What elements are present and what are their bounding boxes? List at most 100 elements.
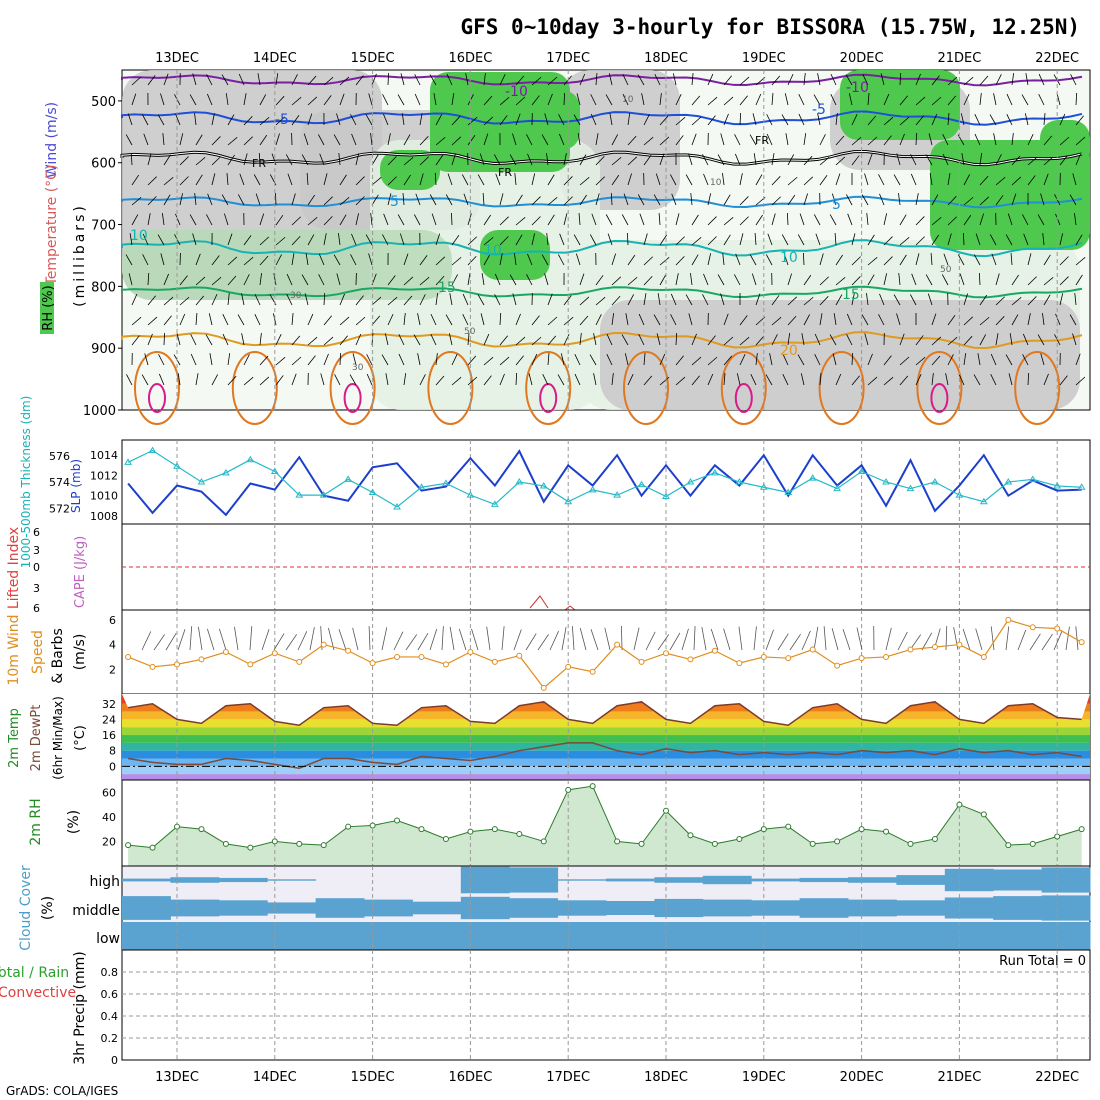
upper-wind-barb — [419, 136, 429, 146]
upper-wind-barb — [979, 175, 989, 186]
upper-wind-barb — [1011, 73, 1015, 86]
precip-panel: 0.8 0.6 0.4 0.2 0 Run Total = 0 Total / Rain… — [0, 949, 1091, 1067]
pressure-tick-label: 700 — [91, 219, 116, 234]
upper-wind-barb — [720, 293, 725, 306]
upper-wind-barb — [1043, 173, 1049, 186]
upper-wind-barb — [817, 113, 821, 126]
upper-wind-barb — [179, 156, 189, 166]
upper-wind-barb — [542, 374, 549, 386]
upper-wind-barb — [1075, 234, 1083, 246]
contour-label-fr: FR — [252, 157, 266, 170]
upper-wind-barb — [990, 353, 997, 366]
upper-wind-barb — [333, 254, 341, 266]
upper-wind-barb — [355, 333, 362, 346]
cloud-level-high: high — [89, 874, 120, 890]
rh-marker — [687, 832, 694, 839]
upper-wind-barb — [558, 114, 565, 126]
upper-wind-barb — [915, 193, 919, 206]
wind10-speed-line — [125, 616, 1085, 691]
upper-wind-barb — [1005, 354, 1013, 366]
upper-wind-barb — [387, 296, 398, 306]
wind10-barb — [801, 630, 811, 651]
upper-wind-barb — [163, 332, 166, 346]
thickness-marker — [270, 467, 279, 474]
upper-wind-barb — [1011, 133, 1014, 146]
upper-wind-barb — [339, 316, 350, 326]
upper-wind-barb — [499, 335, 508, 346]
upper-wind-barb — [861, 194, 869, 206]
upper-wind-barb — [963, 93, 970, 106]
rh-marker — [125, 842, 132, 849]
upper-wind-barb — [723, 234, 731, 246]
instability-panel: 6 3 0 3 6 Lifted Index CAPE (J/kg) — [6, 523, 1091, 615]
upper-wind-barb — [803, 133, 807, 146]
upper-wind-barb — [1055, 313, 1061, 326]
wind10-label-c: & Barbs — [50, 628, 66, 684]
wind10-marker — [1029, 624, 1036, 631]
cloud-bar-middle — [460, 896, 510, 920]
upper-wind-barb — [130, 153, 133, 166]
thickness-marker — [222, 468, 230, 476]
upper-wind-barb — [129, 233, 133, 246]
upper-wind-barb — [211, 255, 220, 266]
upper-wind-barb — [590, 94, 597, 106]
cloud-bar-low — [170, 922, 220, 950]
upper-wind-barb — [579, 273, 585, 286]
wind10-barb — [1017, 629, 1027, 651]
upper-wind-barb — [365, 114, 373, 126]
upper-wind-barb — [707, 373, 714, 386]
upper-wind-barb — [813, 94, 821, 106]
upper-wind-barb — [142, 254, 149, 266]
upper-wind-barb — [771, 316, 782, 326]
upper-wind-barb — [398, 353, 405, 366]
upper-wind-barb — [931, 75, 940, 86]
upper-wind-barb — [144, 353, 149, 366]
upper-wind-barb — [963, 76, 974, 86]
rh-marker — [711, 840, 718, 847]
cloud-bar-middle — [122, 896, 171, 920]
upper-wind-barb — [175, 113, 181, 126]
upper-wind-barb — [947, 336, 958, 346]
thickness-line — [127, 449, 1082, 508]
upper-wind-barb — [259, 213, 265, 226]
upper-wind-barb — [163, 154, 171, 166]
upper-wind-barb — [637, 74, 645, 86]
upper-wind-barb — [910, 173, 917, 186]
temp-tick-label: 8 — [109, 745, 116, 758]
upper-wind-barb — [211, 293, 218, 306]
precip-label-b: Convective — [0, 985, 76, 1001]
upper-wind-barb — [259, 94, 267, 106]
upper-wind-barb — [734, 153, 741, 166]
upper-wind-barb — [947, 216, 957, 226]
upper-wind-barb — [627, 113, 631, 126]
day-label-bottom: 15DEC — [351, 1070, 395, 1085]
upper-wind-barb — [257, 73, 261, 86]
upper-wind-barb — [928, 133, 933, 146]
cloud-bar-middle — [654, 898, 704, 918]
upper-label-temp: Temperature (°C) — [44, 165, 60, 287]
lifted-index-tick-label: 3 — [33, 544, 40, 557]
wind10-barb — [393, 631, 404, 651]
upper-wind-barb — [911, 273, 917, 286]
upper-wind-barb — [368, 93, 373, 106]
upper-wind-barb — [819, 253, 824, 266]
rh-legend-swatch — [40, 282, 54, 334]
upper-wind-barb — [317, 134, 325, 146]
upper-wind-barb — [787, 315, 797, 326]
upper-wind-barb — [227, 293, 230, 306]
precip-run-total: Run Total = 0 — [999, 954, 1086, 969]
upper-air-grid — [176, 70, 1058, 410]
upper-wind-barb — [659, 136, 670, 146]
upper-wind-barb — [499, 253, 503, 266]
upper-wind-barb — [531, 216, 541, 226]
wind10-barb — [285, 634, 297, 651]
upper-wind-barb — [253, 174, 261, 186]
wind10-tick-label: 4 — [109, 639, 116, 652]
thickness-tick-label: 574 — [49, 476, 70, 489]
contour-15 — [121, 285, 1083, 299]
contour-30 — [539, 383, 558, 413]
upper-wind-barb — [1043, 373, 1049, 386]
wind10-barb — [153, 634, 165, 651]
upper-wind-barb — [931, 336, 942, 346]
upper-wind-barb — [717, 274, 725, 286]
